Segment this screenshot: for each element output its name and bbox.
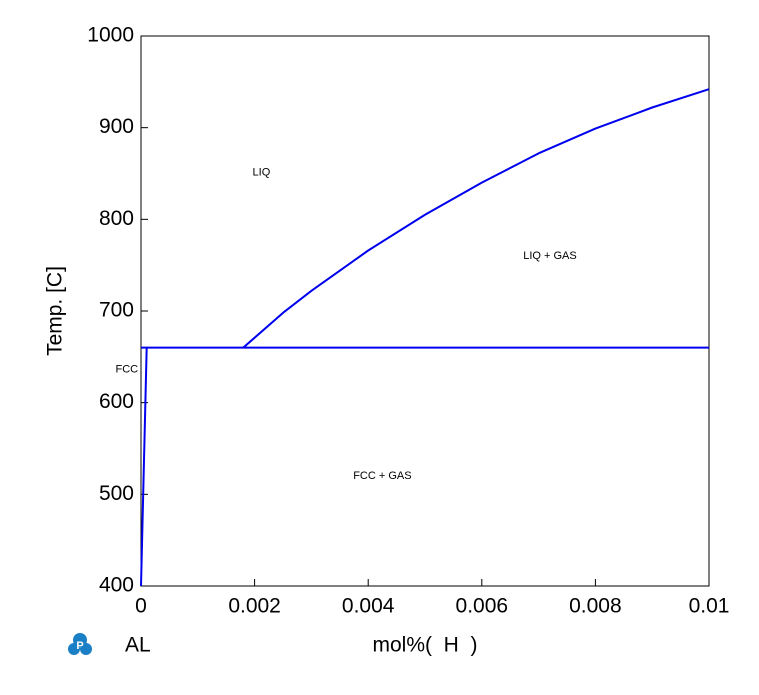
x-tick-label: 0.008 <box>569 595 622 618</box>
phase-boundary-line <box>140 347 148 587</box>
y-tick-label: 500 <box>99 482 134 505</box>
y-tick-label: 800 <box>99 207 134 230</box>
y-axis-title: Temp. [C] <box>44 266 67 356</box>
system-label: AL <box>125 634 151 657</box>
pandat-logo-icon: P <box>68 633 92 655</box>
phase-boundaries <box>140 88 710 587</box>
region-label: LIQ + GAS <box>523 250 577 262</box>
region-label: FCC + GAS <box>353 470 411 482</box>
x-tick-label: 0.01 <box>689 595 730 618</box>
x-tick-label: 0.004 <box>342 595 395 618</box>
y-tick-label: 400 <box>99 574 134 597</box>
x-axis-ticks: 0 0.002 0.004 0.006 0.008 0.01 <box>135 579 729 618</box>
phase-region-labels: LIQ LIQ + GAS FCC FCC + GAS <box>115 166 576 481</box>
y-axis-ticks: 400 500 600 700 800 900 1000 <box>87 24 148 597</box>
x-tick-label: 0 <box>135 595 147 618</box>
y-tick-label: 600 <box>99 390 134 413</box>
x-tick-label: 0.002 <box>228 595 281 618</box>
phase-boundary-line <box>242 88 710 349</box>
region-label: FCC <box>115 364 138 376</box>
y-tick-label: 700 <box>99 299 134 322</box>
region-label: LIQ <box>253 166 271 178</box>
y-tick-label: 1000 <box>87 24 134 47</box>
svg-text:P: P <box>76 640 83 652</box>
x-axis-title: mol%( H ) <box>373 634 478 657</box>
x-tick-label: 0.006 <box>456 595 509 618</box>
y-tick-label: 900 <box>99 115 134 138</box>
